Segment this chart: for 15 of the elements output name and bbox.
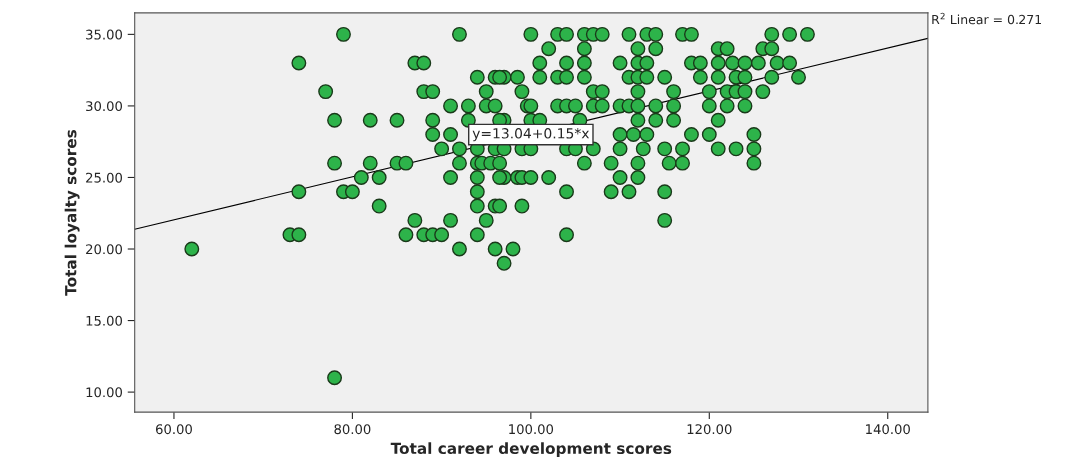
- x-tick-label: 60.00: [155, 424, 192, 435]
- y-tick-label: 25.00: [86, 172, 123, 183]
- x-axis-title: Total career development scores: [390, 442, 672, 458]
- y-tick-label: 20.00: [86, 244, 123, 255]
- y-tick-label: 15.00: [86, 315, 123, 326]
- x-tick-label: 100.00: [509, 424, 554, 435]
- y-tick-label: 30.00: [86, 101, 123, 112]
- annotation: y=13.04+0.15*x: [472, 128, 590, 142]
- x-tick-label: 140.00: [866, 424, 910, 435]
- x-tick-label: 80.00: [334, 424, 371, 435]
- y-axis-title: Total loyalty scores: [64, 129, 80, 296]
- y-tick-label: 35.00: [86, 29, 123, 40]
- x-tick-label: 120.00: [687, 424, 732, 435]
- text: R$^{2}$ Linear = 0.271: [932, 12, 1041, 25]
- y-tick-label: 10.00: [86, 387, 123, 398]
